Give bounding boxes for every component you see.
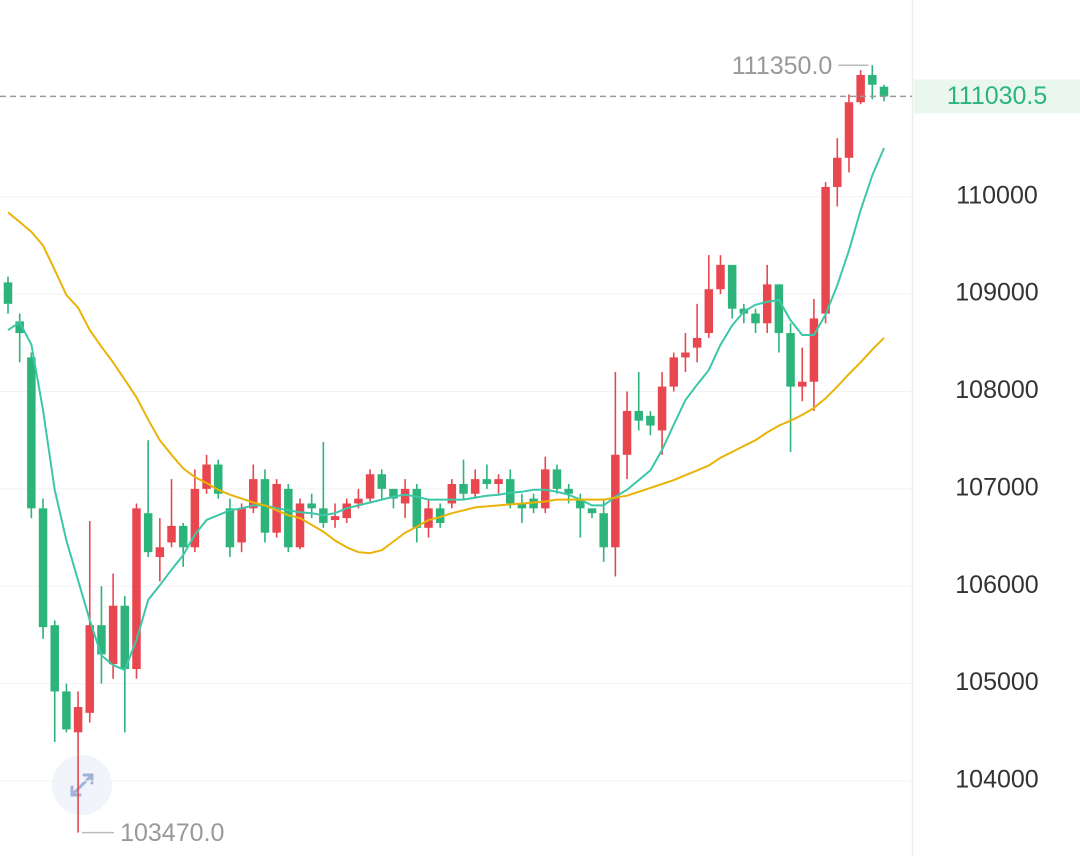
candle-body xyxy=(879,86,889,97)
y-tick-label: 104000 xyxy=(955,766,1038,794)
candle-body xyxy=(751,313,760,324)
candle-body xyxy=(108,605,118,665)
candle-body xyxy=(85,625,95,713)
moving-average-line xyxy=(7,147,885,672)
candle-body xyxy=(482,479,492,484)
candle-body xyxy=(15,321,24,334)
low-label: 103470.0 xyxy=(120,819,224,847)
candle-body xyxy=(727,264,737,309)
candle-body xyxy=(400,488,410,504)
candle-body xyxy=(646,415,655,426)
candle-body xyxy=(202,464,211,489)
candle-body xyxy=(307,503,316,509)
last-price-bg xyxy=(914,79,1080,114)
candle-body xyxy=(494,479,503,484)
candle-body xyxy=(833,157,842,187)
candle-body xyxy=(237,508,246,543)
y-tick-label: 108000 xyxy=(955,376,1038,404)
candle-body xyxy=(564,488,573,494)
candle-body xyxy=(27,357,36,509)
candle-body xyxy=(120,605,130,670)
y-tick-label: 106000 xyxy=(955,571,1038,599)
y-tick-label: 107000 xyxy=(955,473,1038,501)
candle-body xyxy=(681,352,690,358)
candle-body xyxy=(622,410,632,455)
candle-body xyxy=(797,381,807,387)
candle-body xyxy=(424,508,433,528)
candle-body xyxy=(576,498,585,509)
candle-body xyxy=(669,357,679,387)
candle-body xyxy=(552,469,562,489)
candle-body xyxy=(213,464,223,494)
candle-body xyxy=(167,525,176,543)
candle-body xyxy=(786,333,795,387)
candle-body xyxy=(295,503,305,548)
candle-body xyxy=(587,508,597,514)
candles xyxy=(3,65,889,833)
y-tick-label: 109000 xyxy=(955,279,1038,307)
candle-body xyxy=(3,282,13,304)
candle-body xyxy=(657,386,667,431)
candle-body xyxy=(517,503,527,509)
candle-body xyxy=(155,547,165,558)
candle-body xyxy=(868,74,877,85)
candle-body xyxy=(342,503,351,519)
candle-body xyxy=(97,625,106,655)
candle-body xyxy=(762,284,772,324)
candle-body xyxy=(143,513,153,553)
high-label: 111350.0 xyxy=(732,52,833,80)
candle-body xyxy=(38,508,48,628)
candle-body xyxy=(692,337,702,348)
last-price-label: 111030.5 xyxy=(947,82,1048,110)
y-tick-label: 105000 xyxy=(955,668,1038,696)
candle-body xyxy=(365,474,375,499)
candle-body xyxy=(599,513,608,548)
candle-body xyxy=(716,264,725,290)
candle-body xyxy=(821,186,830,314)
candle-body xyxy=(377,474,387,489)
candle-body xyxy=(844,102,854,158)
candle-body xyxy=(249,479,258,509)
candle-body xyxy=(459,483,468,494)
candle-body xyxy=(470,479,480,494)
candle-body xyxy=(774,284,784,334)
candle-body xyxy=(856,74,865,103)
candle-body xyxy=(178,525,188,548)
candle-body xyxy=(611,454,620,548)
candle-body xyxy=(50,625,59,692)
candle-body xyxy=(284,488,293,548)
candle-body xyxy=(809,318,819,382)
candle-body xyxy=(225,508,235,548)
candle-body xyxy=(704,289,714,334)
y-tick-label: 110000 xyxy=(956,181,1038,209)
candle-body xyxy=(634,410,643,421)
candle-body xyxy=(447,483,457,504)
expand-icon[interactable] xyxy=(52,755,112,815)
candle-body xyxy=(62,691,71,730)
candle-body xyxy=(389,488,398,499)
candle-body xyxy=(435,508,445,523)
candle-body xyxy=(330,516,340,521)
candle-body xyxy=(190,488,200,548)
candle-body xyxy=(354,498,363,504)
candle-body xyxy=(505,479,515,504)
moving-average-line xyxy=(7,211,885,555)
candle-body xyxy=(412,488,422,528)
candle-body xyxy=(132,508,141,670)
candle-body xyxy=(73,707,83,733)
